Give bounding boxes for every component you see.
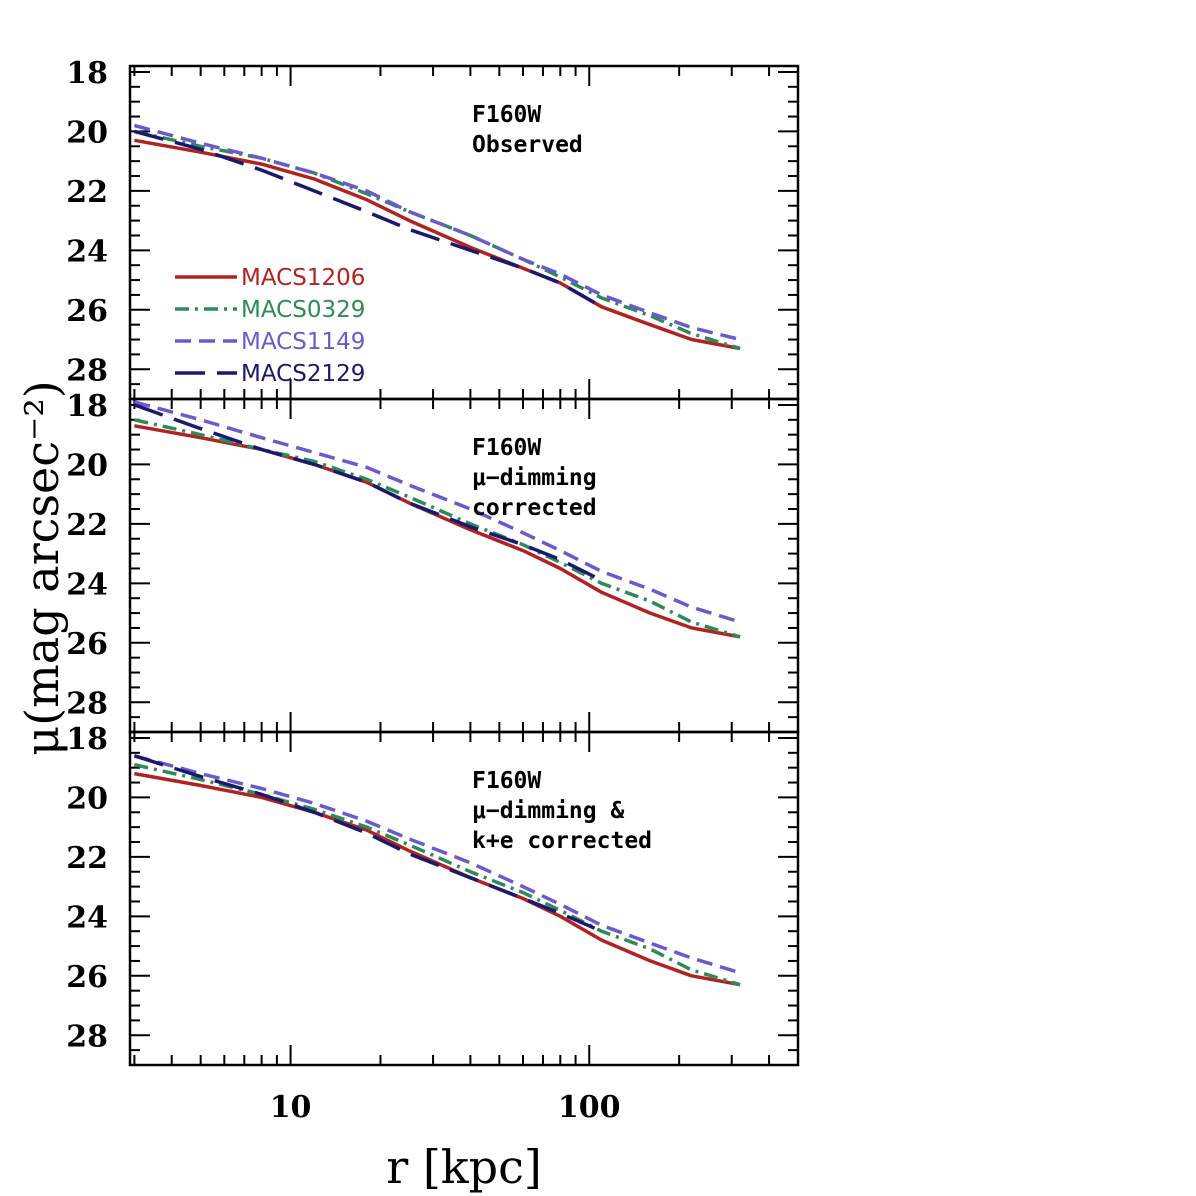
y-tick-label: 26	[66, 960, 108, 995]
x-tick-label: 10	[270, 1090, 312, 1125]
panel-label-line: Observed	[472, 132, 583, 158]
y-tick-label: 26	[66, 294, 108, 329]
series-line-macs0329	[134, 418, 741, 639]
panel-3: 18 20 22 24 26 28 F160W μ−dimming & k+e correcte…	[66, 722, 800, 1067]
y-tick-label: 20	[66, 115, 108, 150]
y-tick-label: 28	[66, 1019, 108, 1054]
legend-label: MACS1206	[241, 265, 365, 291]
panel-frame	[128, 397, 800, 734]
series-line-macs2129	[133, 754, 603, 933]
series-line-macs0329	[134, 129, 741, 351]
x-tick-label: 100	[558, 1090, 621, 1125]
y-tick-label: 22	[66, 508, 108, 543]
series-line-macs1206	[134, 424, 741, 639]
panel-label-line: F160W	[472, 768, 541, 794]
legend: MACS1206 MACS0329 MACS1149 MACS2129	[175, 265, 365, 387]
y-tick-label: 20	[66, 448, 108, 483]
series-line-macs1149	[133, 754, 741, 975]
panel-2: 18 20 22 24 26 28 F160W μ−dimming corrected	[66, 389, 800, 734]
y-tick-label: 24	[66, 567, 108, 602]
panels-group: 18 20 22 24 26 28 F160W Observed 18 20 22 24 26 28 F16…	[66, 56, 800, 1125]
x-axis-label: r [kpc]	[386, 1140, 542, 1194]
series-line-macs1206	[134, 138, 741, 351]
y-tick-label: 22	[66, 841, 108, 876]
y-tick-label: 28	[66, 686, 108, 721]
y-tick-label: 20	[66, 781, 108, 816]
panel-label-line: k+e corrected	[472, 828, 652, 854]
panel-label-line: μ−dimming &	[472, 798, 624, 824]
legend-label: MACS2129	[241, 361, 365, 387]
series-line-macs1149	[133, 400, 741, 624]
y-tick-label: 24	[66, 234, 108, 269]
panel-label-line: μ−dimming	[472, 465, 597, 491]
legend-label: MACS1149	[241, 329, 365, 355]
y-axis-label: μ(mag arcsec⁻²)	[15, 380, 69, 755]
series-line-macs2129	[133, 129, 603, 309]
series-line-macs2129	[133, 403, 603, 582]
y-tick-label: 24	[66, 900, 108, 935]
series-line-macs0329	[134, 762, 741, 987]
y-tick-label: 18	[66, 722, 108, 757]
panel-label-line: F160W	[472, 102, 541, 128]
y-tick-label: 26	[66, 627, 108, 662]
y-tick-label: 22	[66, 175, 108, 210]
panel-1: 18 20 22 24 26 28 F160W Observed	[66, 56, 800, 401]
y-tick-label: 28	[66, 353, 108, 388]
series-line-macs1206	[134, 771, 741, 987]
panel-label-line: corrected	[472, 495, 597, 521]
series-line-macs1149	[133, 123, 741, 342]
panel-frame	[128, 730, 800, 1067]
panel-label-line: F160W	[472, 435, 541, 461]
y-tick-label: 18	[66, 56, 108, 91]
legend-label: MACS0329	[241, 297, 365, 323]
y-tick-label: 18	[66, 389, 108, 424]
